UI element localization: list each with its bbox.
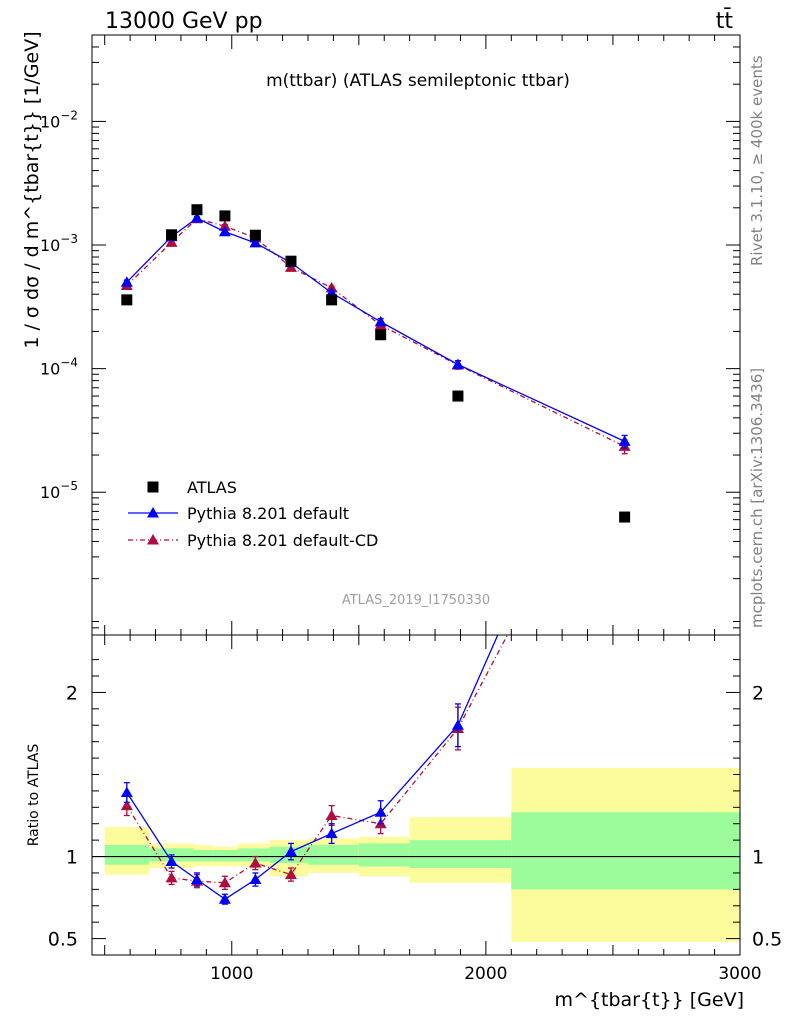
atlas-series — [121, 204, 631, 523]
legend: ATLAS Pythia 8.201 default Pythia 8.201 de… — [128, 478, 378, 550]
x-axis-label: m^{tbar{t}} [GeV] — [555, 989, 744, 1011]
x-tick-label: 2000 — [464, 964, 507, 984]
atlas-point — [219, 210, 231, 222]
plot-title: m(ttbar) (ATLAS semileptonic ttbar) — [266, 71, 570, 91]
default-point — [249, 236, 262, 248]
atlas-point — [166, 229, 178, 241]
ratio-default-point — [374, 806, 387, 817]
ratio-default-point — [249, 873, 262, 885]
atlas-point — [452, 390, 464, 402]
cd-point — [165, 236, 178, 247]
legend-label: ATLAS — [187, 478, 237, 497]
main-panel: 10−2 10−3 10−4 10−5 m(ttbar) (ATLAS semilep… — [21, 31, 741, 636]
legend-label: Pythia 8.201 default-CD — [187, 531, 378, 550]
ratio-default-point — [325, 827, 338, 839]
legend-label: Pythia 8.201 default — [187, 504, 349, 523]
ratio-panel: 1000 2000 3000 0.5 0.5 1 1 2 2 Ratio to ATLAS m^… — [26, 342, 782, 1011]
ratio-y-tick-label-left: 1 — [66, 847, 78, 869]
default-point — [120, 276, 133, 287]
ratio-cd-point — [165, 871, 178, 883]
y-tick-label: 10−4 — [40, 356, 78, 379]
atlas-point — [326, 294, 338, 306]
ratio-default-series — [120, 342, 631, 905]
ratio-default-point — [218, 893, 231, 904]
ratio-y-tick-label-left: 0.5 — [48, 929, 78, 951]
default-point — [618, 435, 631, 446]
default-point — [190, 212, 203, 223]
analysis-watermark: ATLAS_2019_I1750330 — [342, 593, 490, 608]
ratio-cd-point — [325, 809, 338, 821]
ratio-default-point — [120, 786, 133, 798]
atlas-point — [619, 511, 631, 523]
rivet-version-label: Rivet 3.1.10, ≥ 400k events — [748, 55, 766, 266]
x-tick-label: 1000 — [210, 964, 253, 984]
uncertainty-band-inner — [212, 849, 239, 862]
ratio-default-point — [451, 719, 464, 730]
default-line — [126, 217, 625, 442]
y-tick-label: 10−2 — [40, 108, 78, 131]
ratio-y-tick-label-right: 1 — [752, 847, 764, 869]
ratio-default-line — [126, 635, 499, 900]
ratio-default-point — [619, 342, 631, 353]
ratio-default-point — [190, 873, 203, 885]
uncertainty-band-inner — [238, 848, 270, 862]
ratio-cd-point — [619, 407, 631, 418]
default-point — [218, 225, 231, 237]
y-axis-label: 1 / σ dσ / d m^{tbar{t}} [1/GeV] — [21, 31, 43, 348]
process-label: tt̄ — [716, 8, 734, 34]
y-tick-label: 10−3 — [40, 232, 78, 255]
ratio-default-point — [284, 845, 297, 857]
legend-marker — [147, 507, 159, 518]
mcplots-reference-label: mcplots.cern.ch [arXiv:1306.3436] — [748, 368, 766, 628]
uncertainty-band-inner — [409, 840, 512, 869]
uncertainty-band-inner — [193, 849, 213, 862]
ratio-cd-point — [218, 876, 231, 888]
cd-point — [218, 220, 231, 231]
ratio-frame — [91, 634, 741, 956]
atlas-point — [249, 229, 261, 241]
uncertainty-band-inner — [511, 812, 740, 890]
default-point — [374, 315, 387, 327]
atlas-point — [121, 294, 133, 306]
ratio-cd-point — [120, 799, 133, 811]
ratio-y-axis-label: Ratio to ATLAS — [26, 744, 42, 847]
uncertainty-band-inner — [358, 843, 410, 867]
ratio-cd-point — [249, 857, 262, 868]
ratio-y-tick-label-right: 0.5 — [752, 929, 782, 951]
uncertainty-band-inner — [104, 845, 150, 865]
y-tick-label: 10−5 — [40, 479, 78, 502]
atlas-point — [191, 204, 203, 216]
ratio-y-tick-label-right: 2 — [752, 682, 764, 704]
ratio-y-tick-label-left: 2 — [66, 682, 78, 704]
ratio-cd-line — [126, 635, 509, 884]
collision-energy-label: 13000 GeV pp — [105, 9, 263, 34]
default-point — [451, 358, 464, 369]
ratio-cd-point — [284, 868, 297, 880]
legend-marker — [147, 534, 159, 545]
uncertainty-band-inner — [308, 845, 359, 865]
atlas-point — [375, 329, 387, 341]
atlas-point — [285, 255, 297, 267]
legend-marker — [147, 481, 159, 493]
x-tick-label: 3000 — [718, 964, 761, 984]
ratio-default-point — [165, 855, 178, 866]
